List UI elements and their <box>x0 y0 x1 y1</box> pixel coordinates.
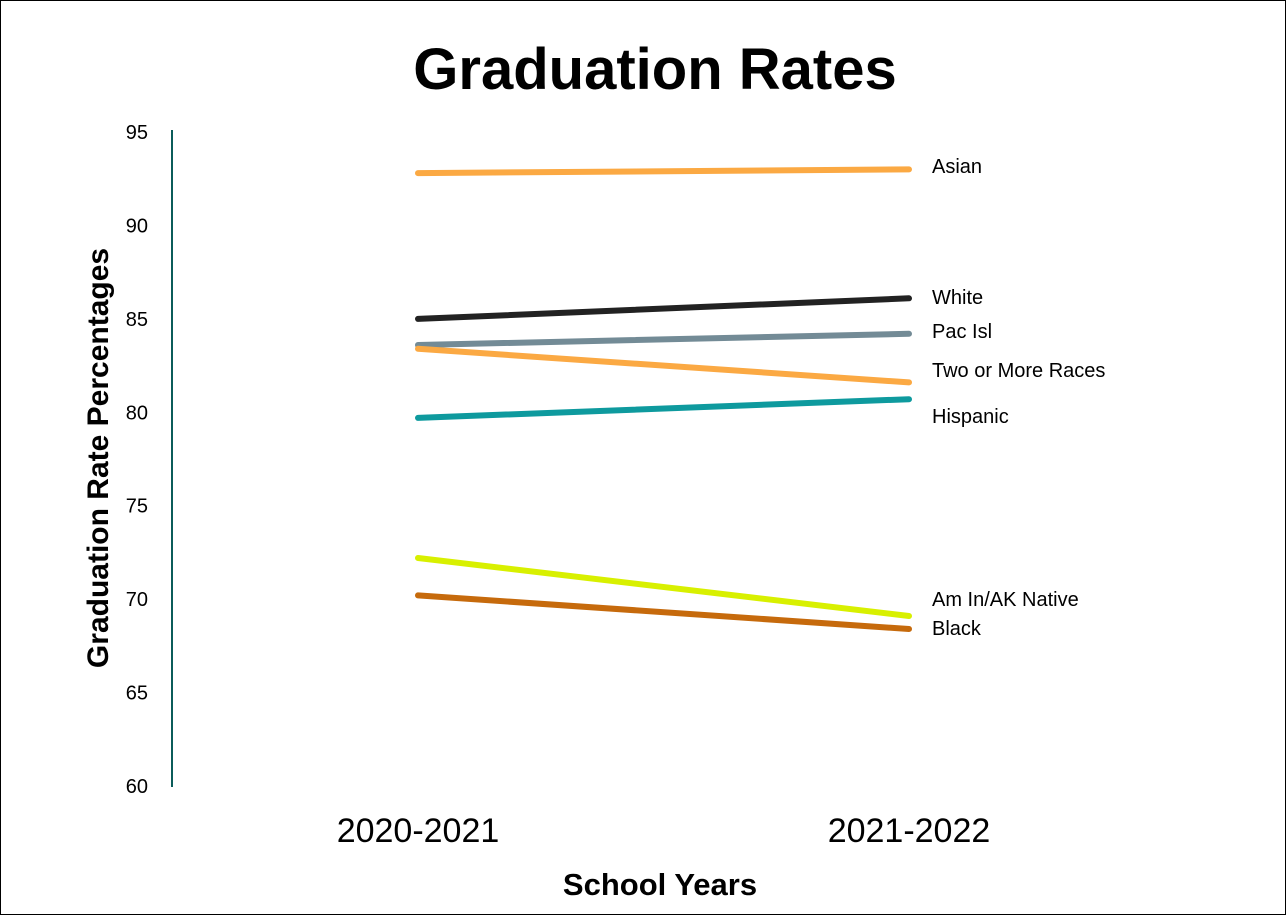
y-tick-label: 70 <box>126 589 148 611</box>
series-label: Two or More Races <box>932 360 1105 382</box>
series-labels: Asian White Pac Isl Two or More Races Hispan… <box>932 156 1105 640</box>
series-line-pac-isl <box>415 330 912 348</box>
y-tick-label: 75 <box>126 496 148 518</box>
y-tick-label: 95 <box>126 122 148 144</box>
y-tick-label: 65 <box>126 683 148 705</box>
series-line-white <box>415 295 912 322</box>
series-label: Hispanic <box>932 406 1009 428</box>
y-axis-label: Graduation Rate Percentages <box>82 248 115 668</box>
series-label: Asian <box>932 156 982 178</box>
series-label: Pac Isl <box>932 321 992 343</box>
series-label: White <box>932 287 983 309</box>
series-label: Am In/AK Native <box>932 589 1079 611</box>
y-tick-label: 85 <box>126 309 148 331</box>
y-tick-label: 60 <box>126 776 148 798</box>
series-lines <box>415 166 912 632</box>
x-category-label: 2021-2022 <box>828 812 991 850</box>
x-category-labels: 2020-2021 2021-2022 <box>337 812 991 850</box>
series-line-asian <box>415 166 912 177</box>
y-tick-label: 80 <box>126 402 148 424</box>
x-category-label: 2020-2021 <box>337 812 500 850</box>
y-tick-labels: 95 90 85 80 75 70 65 60 <box>126 122 148 798</box>
series-line-hispanic <box>415 396 912 421</box>
series-line-two-or-more-races <box>415 345 912 386</box>
x-axis-label: School Years <box>563 867 757 902</box>
series-label: Black <box>932 618 982 640</box>
series-line-am-in-ak-native <box>415 555 912 619</box>
y-tick-label: 90 <box>126 215 148 237</box>
series-line-black <box>415 592 912 632</box>
chart-title: Graduation Rates <box>413 37 896 102</box>
